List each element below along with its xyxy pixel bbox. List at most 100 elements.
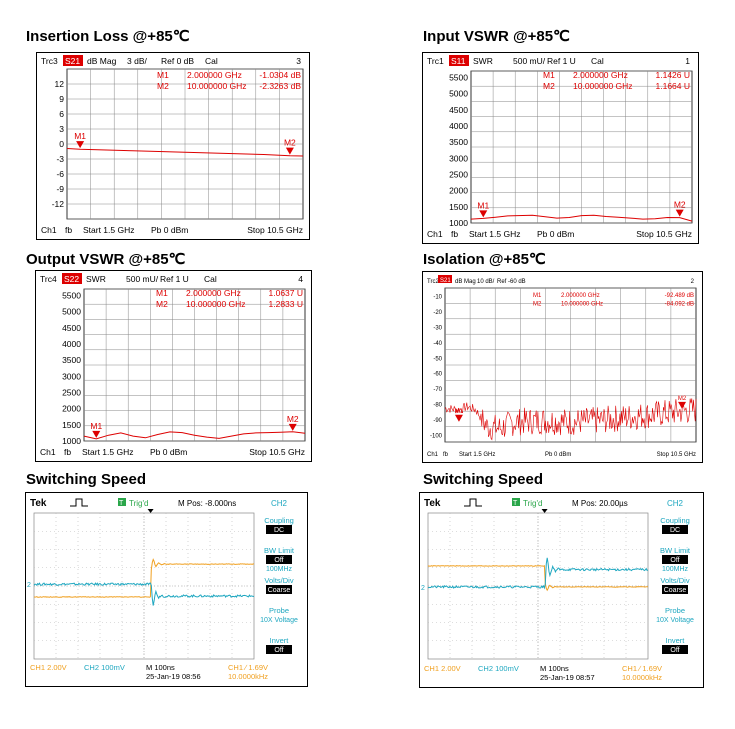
y-tick-label: 2500 — [62, 387, 81, 397]
y-tick-label: 5000 — [449, 89, 468, 99]
footer-fb: fb — [451, 229, 458, 239]
y-tick-label: -10 — [433, 295, 442, 301]
channel-menu-title: CH2 — [271, 499, 288, 508]
y-tick-label: 5000 — [62, 307, 81, 317]
scale-label: 500 mU/ — [513, 56, 546, 66]
ch2-ground-marker: 2 — [27, 582, 31, 589]
menu-value-box — [662, 555, 688, 564]
waveform-ch2 — [33, 582, 255, 606]
y-tick-label: 3500 — [449, 137, 468, 147]
insertion-loss-chart: Trc3 S21 dB Mag 3 dB/Ref 0 dB Cal 3 12 9 6 3 0 -3 -6… — [41, 55, 304, 235]
isolation-plot-frame: Trc2 S21 dB Mag 10 dB/Ref -60 dB 2 -10 -20 -30 -… — [422, 271, 703, 463]
marker-freq: 2.000000 GHz — [187, 70, 242, 80]
trigger-edge-icon — [70, 498, 88, 507]
menu-title: Invert — [270, 636, 290, 645]
insertion-loss-plot-frame: Trc3 S21 dB Mag 3 dB/Ref 0 dB Cal 3 12 9 6 3 0 -3 -6… — [36, 52, 310, 240]
y-tick-label: -12 — [52, 199, 65, 209]
footer-stop: Stop 10.5 GHz — [249, 447, 305, 457]
cal-label: Cal — [204, 274, 217, 284]
param-label: S22 — [64, 274, 79, 284]
format-label: SWR — [473, 56, 493, 66]
y-tick-label: 4000 — [449, 121, 468, 131]
marker-triangle — [76, 141, 85, 149]
cal-label: Cal — [205, 56, 218, 66]
marker-name: M1 — [543, 70, 555, 80]
marker-value: -1.0304 dB — [259, 70, 301, 80]
y-tick-label: 2000 — [449, 186, 468, 196]
marker-triangle — [285, 147, 294, 155]
y-tick-label: -30 — [433, 326, 442, 332]
menu-sub: 100MHz — [662, 566, 689, 573]
marker-tag: M1 — [455, 409, 464, 415]
menu-value-box — [266, 525, 292, 534]
y-tick-label: 12 — [55, 79, 65, 89]
y-tick-label: -40 — [433, 341, 442, 347]
menu-title: Volts/Div — [264, 576, 293, 585]
footer-channel: Ch1 — [427, 452, 439, 458]
y-tick-label: 9 — [59, 94, 64, 104]
trace-label: Trc4 — [40, 274, 57, 284]
y-tick-label: 2000 — [62, 404, 81, 414]
y-tick-label: 1500 — [62, 420, 81, 430]
footer-start: Start 1.5 GHz — [82, 447, 134, 457]
menu-title: Volts/Div — [660, 576, 689, 585]
y-tick-label: 3000 — [449, 153, 468, 163]
ch2-ground-marker: 2 — [421, 585, 425, 592]
marker-freq: 2.000000 GHz — [186, 288, 241, 298]
marker-triangle — [479, 210, 488, 218]
menu-title: Coupling — [660, 516, 690, 525]
y-tick-label: 6 — [59, 109, 64, 119]
marker-name: M2 — [156, 299, 168, 309]
input-vswr-chart: Trc1 S11 SWR 500 mU/Ref 1 U Cal 1 5500 5000 4500… — [427, 55, 693, 239]
marker-tag: M2 — [678, 396, 687, 402]
marker-triangle — [678, 401, 687, 409]
footer-date: 25-Jan-19 08:56 — [146, 672, 201, 681]
format-label: dB Mag — [455, 279, 476, 285]
marker-value: -92.489 dB — [665, 293, 694, 299]
marker-freq: 10.000000 GHz — [187, 81, 247, 91]
footer-channel: Ch1 — [427, 229, 443, 239]
waveform-ch1 — [427, 565, 649, 592]
scope-screen-right: Tek T Trig'd M Pos: 20.00µs CH2 2 Coupling DC BW… — [419, 492, 704, 688]
marker-tag: M2 — [674, 200, 686, 210]
menu-title: Coupling — [264, 516, 294, 525]
marker-freq: 10.000000 GHz — [573, 81, 633, 91]
y-tick-label: -90 — [433, 418, 442, 424]
y-tick-label: -20 — [433, 310, 442, 316]
y-tick-label: 4500 — [449, 105, 468, 115]
menu-value-box — [266, 645, 292, 654]
footer-start: Start 1.5 GHz — [83, 225, 135, 235]
mpos-label: M Pos: 20.00µs — [572, 499, 628, 508]
marker-tag: M2 — [287, 414, 299, 424]
y-tick-label: 1000 — [449, 218, 468, 228]
ref-label: Ref 0 dB — [161, 56, 194, 66]
marker-value: 1.1664 U — [656, 81, 691, 91]
menu-sub: 100MHz — [266, 566, 293, 573]
marker-freq: 10.000000 GHz — [561, 301, 603, 307]
menu-title: BW Limit — [264, 546, 295, 555]
menu-sub: 10X Voltage — [260, 617, 298, 624]
param-badge — [63, 55, 83, 66]
trace-label: Trc2 — [427, 279, 439, 285]
y-tick-label: 3 — [59, 124, 64, 134]
format-label: SWR — [86, 274, 106, 284]
menu-value: DC — [274, 527, 284, 534]
marker-value: 1.0637 U — [269, 288, 304, 298]
footer-stop: Stop 10.5 GHz — [247, 225, 303, 235]
channel-number: 1 — [685, 56, 690, 66]
scale-label: 10 dB/ — [477, 279, 495, 285]
scale-label: 3 dB/ — [127, 56, 147, 66]
marker-freq: 10.000000 GHz — [186, 299, 246, 309]
menu-value-box — [266, 585, 292, 594]
waveform-ch1 — [33, 558, 255, 598]
menu-value: Off — [670, 647, 679, 654]
trig-status-letter: T — [119, 500, 124, 507]
trigger-position-marker — [541, 509, 548, 513]
footer-power: Pb 0 dBm — [150, 447, 187, 457]
footer-fb: fb — [65, 225, 72, 235]
y-tick-label: -100 — [430, 433, 443, 439]
menu-title: Probe — [665, 606, 685, 615]
footer-freq: 10.0000kHz — [622, 673, 662, 682]
footer-start: Start 1.5 GHz — [469, 229, 521, 239]
trace-line — [444, 398, 697, 441]
